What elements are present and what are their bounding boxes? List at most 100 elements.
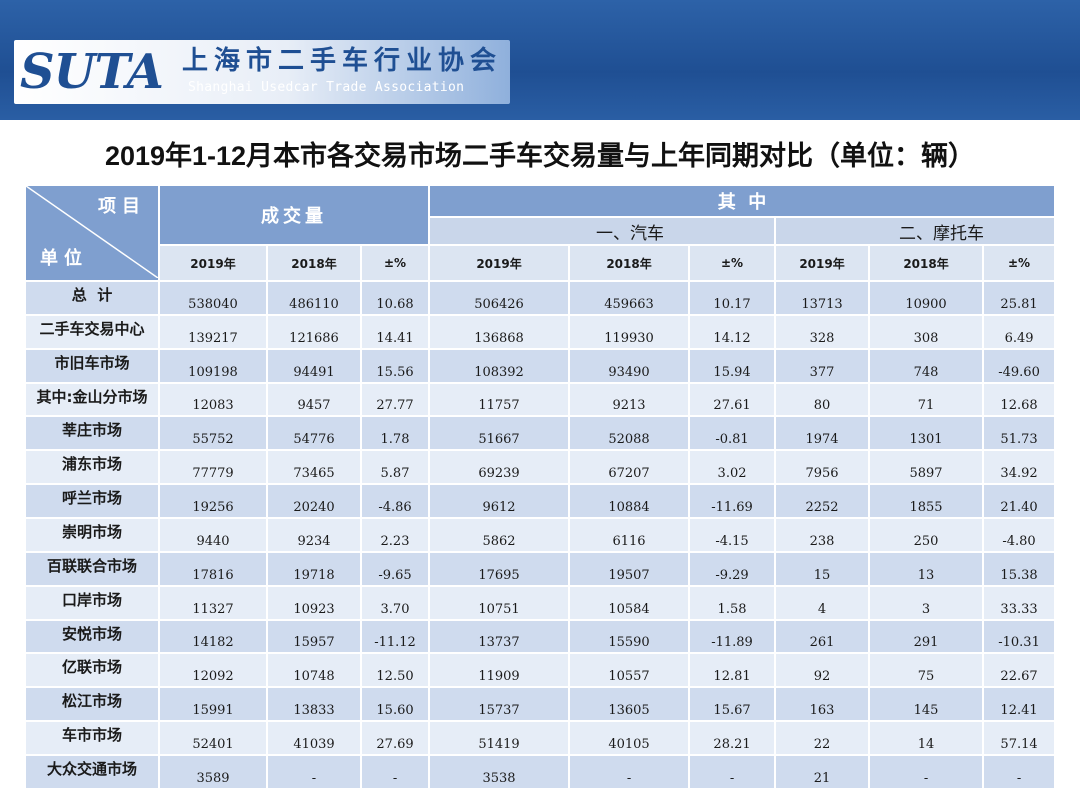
table-cell: -4.15 [690, 519, 775, 551]
table-cell: 10900 [870, 282, 983, 314]
year-header-cell: 2018年 [570, 246, 689, 280]
year-header-cell: ±% [362, 246, 429, 280]
table-cell: 1.58 [690, 586, 775, 619]
table-cell: 136868 [430, 315, 569, 348]
table-cell: -10.31 [984, 620, 1055, 653]
table-row: 车市市场 52401 41039 27.69 51419 40105 28.21 22 14 57… [26, 722, 1055, 755]
table-cell: 51419 [430, 722, 569, 755]
table-cell: -4.80 [984, 519, 1055, 551]
table-cell: 22 [776, 722, 869, 755]
table-row: 市旧车市场 109198 94491 15.56 108392 93490 15.94 377… [26, 349, 1055, 382]
table-cell: 77779 [160, 451, 266, 484]
table-cell: 28.21 [690, 722, 775, 755]
table-cell: 5897 [870, 451, 983, 484]
year-header-cell: 2019年 [430, 246, 569, 280]
table-cell: 14.41 [362, 315, 429, 348]
table-row: 百联联合市场 17816 19718 -9.65 17695 19507 -9.29 15 13… [26, 552, 1055, 585]
table-cell: 25.81 [984, 282, 1055, 314]
table-cell: -9.65 [362, 552, 429, 585]
table-cell: 3 [870, 586, 983, 619]
table-cell: 75 [870, 654, 983, 687]
table-cell: -49.60 [984, 349, 1055, 382]
year-header-cell: 2019年 [776, 246, 869, 280]
row-label: 浦东市场 [26, 451, 158, 484]
table-cell: 92 [776, 654, 869, 687]
table-cell: -11.12 [362, 620, 429, 653]
table-cell: 12.41 [984, 688, 1055, 721]
row-label: 市旧车市场 [26, 349, 158, 382]
table-cell: 27.77 [362, 383, 429, 416]
table-cell: 10748 [268, 654, 360, 687]
table-cell: 119930 [570, 315, 689, 348]
row-label: 呼兰市场 [26, 485, 158, 518]
table-cell: 54776 [268, 417, 360, 450]
header-motorcycle: 二、摩托车 [776, 218, 1055, 244]
table-cell: 1.78 [362, 417, 429, 450]
table-cell: 9440 [160, 519, 266, 551]
table-row: 崇明市场 9440 9234 2.23 5862 6116 -4.15 238 250 -4.80 [26, 519, 1055, 551]
table-cell: 41039 [268, 722, 360, 755]
table-cell: 10751 [430, 586, 569, 619]
table-cell: 109198 [160, 349, 266, 382]
table-cell: 71 [870, 383, 983, 416]
table-cell: 17816 [160, 552, 266, 585]
table-cell: 15.56 [362, 349, 429, 382]
table-cell: 13833 [268, 688, 360, 721]
row-label: 总 计 [26, 282, 158, 314]
row-label: 松江市场 [26, 688, 158, 721]
table-cell: 51667 [430, 417, 569, 450]
table-cell: 80 [776, 383, 869, 416]
table-cell: -11.89 [690, 620, 775, 653]
table-cell: 10.68 [362, 282, 429, 314]
table-cell: 4 [776, 586, 869, 619]
table-cell: 15737 [430, 688, 569, 721]
row-label: 二手车交易中心 [26, 315, 158, 348]
table-cell: 3.70 [362, 586, 429, 619]
table-cell: 1301 [870, 417, 983, 450]
table-cell: 51.73 [984, 417, 1055, 450]
table-row: 亿联市场 12092 10748 12.50 11909 10557 12.81 92 75 22… [26, 654, 1055, 687]
table-cell: 14 [870, 722, 983, 755]
table-cell: - [690, 756, 775, 788]
table-row: 浦东市场 77779 73465 5.87 69239 67207 3.02 7956 5897… [26, 451, 1055, 484]
table-cell: 145 [870, 688, 983, 721]
table-cell: 9457 [268, 383, 360, 416]
table-cell: 13 [870, 552, 983, 585]
row-label: 大众交通市场 [26, 756, 158, 788]
table-cell: -9.29 [690, 552, 775, 585]
table-cell: 21.40 [984, 485, 1055, 518]
table-row: 大众交通市场 3589- -3538- -21- - [26, 756, 1055, 788]
table-cell: - [870, 756, 983, 788]
table-row: 二手车交易中心 139217 121686 14.41 136868 119930 14.1… [26, 315, 1055, 348]
table-cell: 94491 [268, 349, 360, 382]
table-row: 安悦市场 14182 15957 -11.12 13737 15590 -11.89 261 2… [26, 620, 1055, 653]
table-cell: 12092 [160, 654, 266, 687]
year-header-cell: ±% [690, 246, 775, 280]
table-row: 总 计 538040 486110 10.68 506426 459663 10.17 137… [26, 282, 1055, 314]
table-cell: 3538 [430, 756, 569, 788]
table-cell: 748 [870, 349, 983, 382]
table-cell: 27.69 [362, 722, 429, 755]
table-cell: 10584 [570, 586, 689, 619]
table-cell: 10884 [570, 485, 689, 518]
year-header-cell: 2019年 [160, 246, 266, 280]
table-cell: 55752 [160, 417, 266, 450]
table-cell: 163 [776, 688, 869, 721]
header-car: 一、汽车 [430, 218, 775, 244]
table-cell: - [570, 756, 689, 788]
row-label: 亿联市场 [26, 654, 158, 687]
page-title: 2019年1-12月本市各交易市场二手车交易量与上年同期对比（单位：辆） [104, 141, 976, 171]
table-cell: 22.67 [984, 654, 1055, 687]
row-label: 百联联合市场 [26, 552, 158, 585]
table-cell: 10557 [570, 654, 689, 687]
table-cell: 13737 [430, 620, 569, 653]
table-cell: 1855 [870, 485, 983, 518]
table-cell: 15.60 [362, 688, 429, 721]
table-cell: 11757 [430, 383, 569, 416]
table-cell: 52401 [160, 722, 266, 755]
table-cell: 261 [776, 620, 869, 653]
table-cell: - [268, 756, 360, 788]
table-cell: 13605 [570, 688, 689, 721]
row-label: 其中:金山分市场 [26, 383, 158, 416]
table-cell: 12.50 [362, 654, 429, 687]
